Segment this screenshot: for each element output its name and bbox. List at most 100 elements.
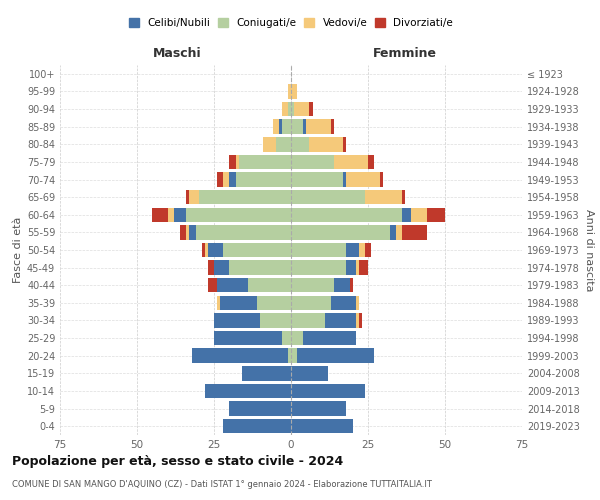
- Bar: [307, 120, 331, 134]
- Bar: [359, 314, 362, 328]
- Bar: [278, 120, 282, 134]
- Bar: [304, 120, 307, 134]
- Text: Maschi: Maschi: [153, 46, 202, 60]
- Bar: [208, 260, 214, 275]
- Bar: [229, 172, 236, 186]
- Bar: [193, 348, 288, 363]
- Bar: [411, 208, 427, 222]
- Bar: [359, 243, 365, 257]
- Bar: [229, 260, 291, 275]
- Bar: [257, 296, 291, 310]
- Bar: [291, 314, 325, 328]
- Bar: [288, 348, 291, 363]
- Bar: [356, 314, 359, 328]
- Bar: [223, 172, 229, 186]
- Bar: [334, 154, 368, 169]
- Bar: [239, 154, 291, 169]
- Bar: [380, 172, 383, 186]
- Bar: [331, 296, 356, 310]
- Y-axis label: Anni di nascita: Anni di nascita: [584, 209, 594, 291]
- Bar: [291, 260, 346, 275]
- Bar: [282, 120, 291, 134]
- Bar: [427, 208, 445, 222]
- Bar: [288, 84, 291, 98]
- Bar: [325, 314, 356, 328]
- Bar: [297, 348, 374, 363]
- Bar: [217, 296, 220, 310]
- Bar: [174, 208, 186, 222]
- Bar: [356, 260, 359, 275]
- Bar: [346, 172, 380, 186]
- Text: Femmine: Femmine: [373, 46, 437, 60]
- Bar: [291, 120, 304, 134]
- Bar: [242, 366, 291, 380]
- Bar: [359, 260, 368, 275]
- Bar: [190, 190, 199, 204]
- Bar: [236, 154, 239, 169]
- Bar: [350, 278, 353, 292]
- Bar: [208, 243, 223, 257]
- Text: Popolazione per età, sesso e stato civile - 2024: Popolazione per età, sesso e stato civil…: [12, 455, 343, 468]
- Bar: [186, 208, 291, 222]
- Bar: [223, 419, 291, 434]
- Bar: [356, 296, 359, 310]
- Bar: [152, 208, 168, 222]
- Bar: [291, 296, 331, 310]
- Bar: [202, 243, 205, 257]
- Bar: [291, 208, 402, 222]
- Bar: [346, 260, 356, 275]
- Bar: [199, 190, 291, 204]
- Bar: [291, 278, 334, 292]
- Bar: [291, 402, 346, 416]
- Bar: [402, 225, 427, 240]
- Bar: [272, 120, 278, 134]
- Bar: [291, 419, 353, 434]
- Bar: [291, 348, 297, 363]
- Bar: [291, 366, 328, 380]
- Bar: [294, 102, 310, 117]
- Bar: [214, 331, 282, 345]
- Bar: [291, 137, 310, 152]
- Bar: [186, 190, 190, 204]
- Bar: [190, 225, 196, 240]
- Bar: [291, 225, 389, 240]
- Bar: [260, 314, 291, 328]
- Bar: [217, 278, 248, 292]
- Bar: [291, 84, 297, 98]
- Bar: [365, 190, 402, 204]
- Text: COMUNE DI SAN MANGO D'AQUINO (CZ) - Dati ISTAT 1° gennaio 2024 - Elaborazione TU: COMUNE DI SAN MANGO D'AQUINO (CZ) - Dati…: [12, 480, 432, 489]
- Y-axis label: Fasce di età: Fasce di età: [13, 217, 23, 283]
- Bar: [229, 154, 236, 169]
- Bar: [196, 225, 291, 240]
- Bar: [331, 120, 334, 134]
- Bar: [214, 260, 229, 275]
- Bar: [275, 137, 291, 152]
- Bar: [304, 331, 356, 345]
- Bar: [291, 243, 346, 257]
- Bar: [168, 208, 174, 222]
- Bar: [208, 278, 217, 292]
- Bar: [180, 225, 186, 240]
- Bar: [291, 102, 294, 117]
- Bar: [217, 172, 223, 186]
- Bar: [402, 190, 405, 204]
- Bar: [205, 384, 291, 398]
- Bar: [291, 384, 365, 398]
- Bar: [396, 225, 402, 240]
- Bar: [220, 296, 257, 310]
- Bar: [310, 137, 343, 152]
- Bar: [205, 243, 208, 257]
- Bar: [365, 243, 371, 257]
- Bar: [291, 172, 343, 186]
- Bar: [263, 137, 275, 152]
- Bar: [282, 331, 291, 345]
- Bar: [402, 208, 411, 222]
- Bar: [186, 225, 190, 240]
- Bar: [236, 172, 291, 186]
- Legend: Celibi/Nubili, Coniugati/e, Vedovi/e, Divorziati/e: Celibi/Nubili, Coniugati/e, Vedovi/e, Di…: [129, 18, 453, 28]
- Bar: [291, 331, 304, 345]
- Bar: [214, 314, 260, 328]
- Bar: [291, 154, 334, 169]
- Bar: [248, 278, 291, 292]
- Bar: [389, 225, 396, 240]
